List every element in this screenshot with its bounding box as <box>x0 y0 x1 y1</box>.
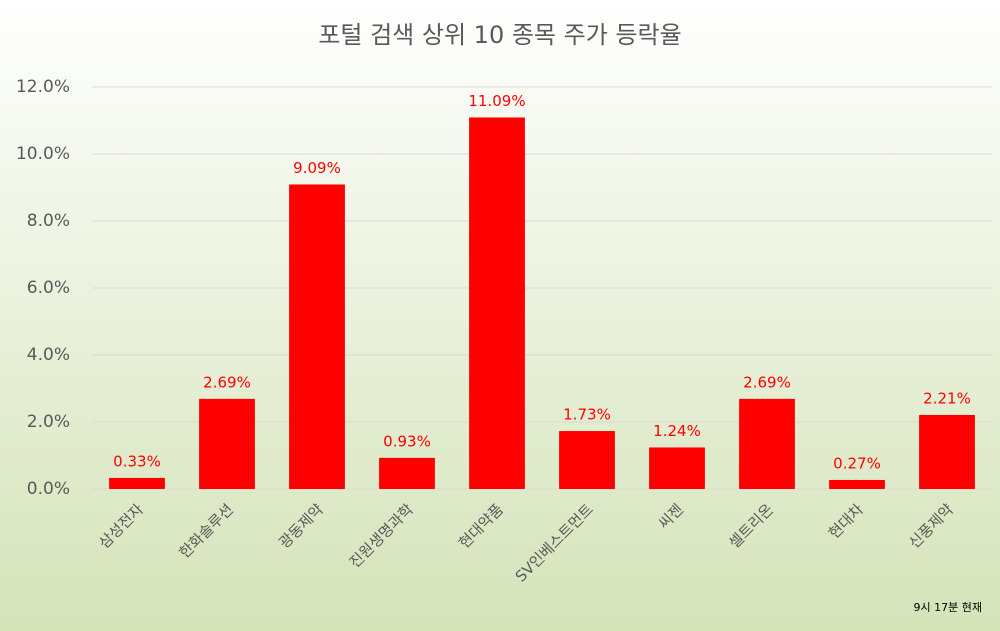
value-label: 2.69% <box>203 373 251 391</box>
chart-title: 포털 검색 상위 10 종목 주가 등락율 <box>318 21 681 49</box>
y-tick-label: 12.0% <box>16 77 70 97</box>
bar <box>829 479 885 489</box>
y-tick-label: 0.0% <box>27 479 70 499</box>
note: 9시 17분 현재 <box>914 601 982 614</box>
value-label: 9.09% <box>293 159 341 177</box>
y-tick-label: 2.0% <box>27 412 70 432</box>
bar <box>289 184 345 490</box>
y-tick-label: 4.0% <box>27 345 70 365</box>
value-label: 0.33% <box>113 452 161 470</box>
y-tick-label: 6.0% <box>27 278 70 298</box>
value-label: 11.09% <box>468 92 525 110</box>
bar <box>469 117 525 490</box>
value-label: 1.24% <box>653 422 701 440</box>
bar <box>199 398 255 489</box>
y-tick-label: 8.0% <box>27 211 70 231</box>
bar <box>919 414 975 489</box>
bar <box>379 457 435 489</box>
value-label: 0.27% <box>833 454 881 472</box>
value-label: 1.73% <box>563 406 611 424</box>
bar <box>649 447 705 489</box>
value-label: 2.69% <box>743 373 791 391</box>
y-tick-label: 10.0% <box>16 144 70 164</box>
value-label: 0.93% <box>383 432 431 450</box>
bar <box>739 398 795 489</box>
bar <box>559 431 615 489</box>
value-label: 2.21% <box>923 389 971 407</box>
bar <box>109 477 165 489</box>
